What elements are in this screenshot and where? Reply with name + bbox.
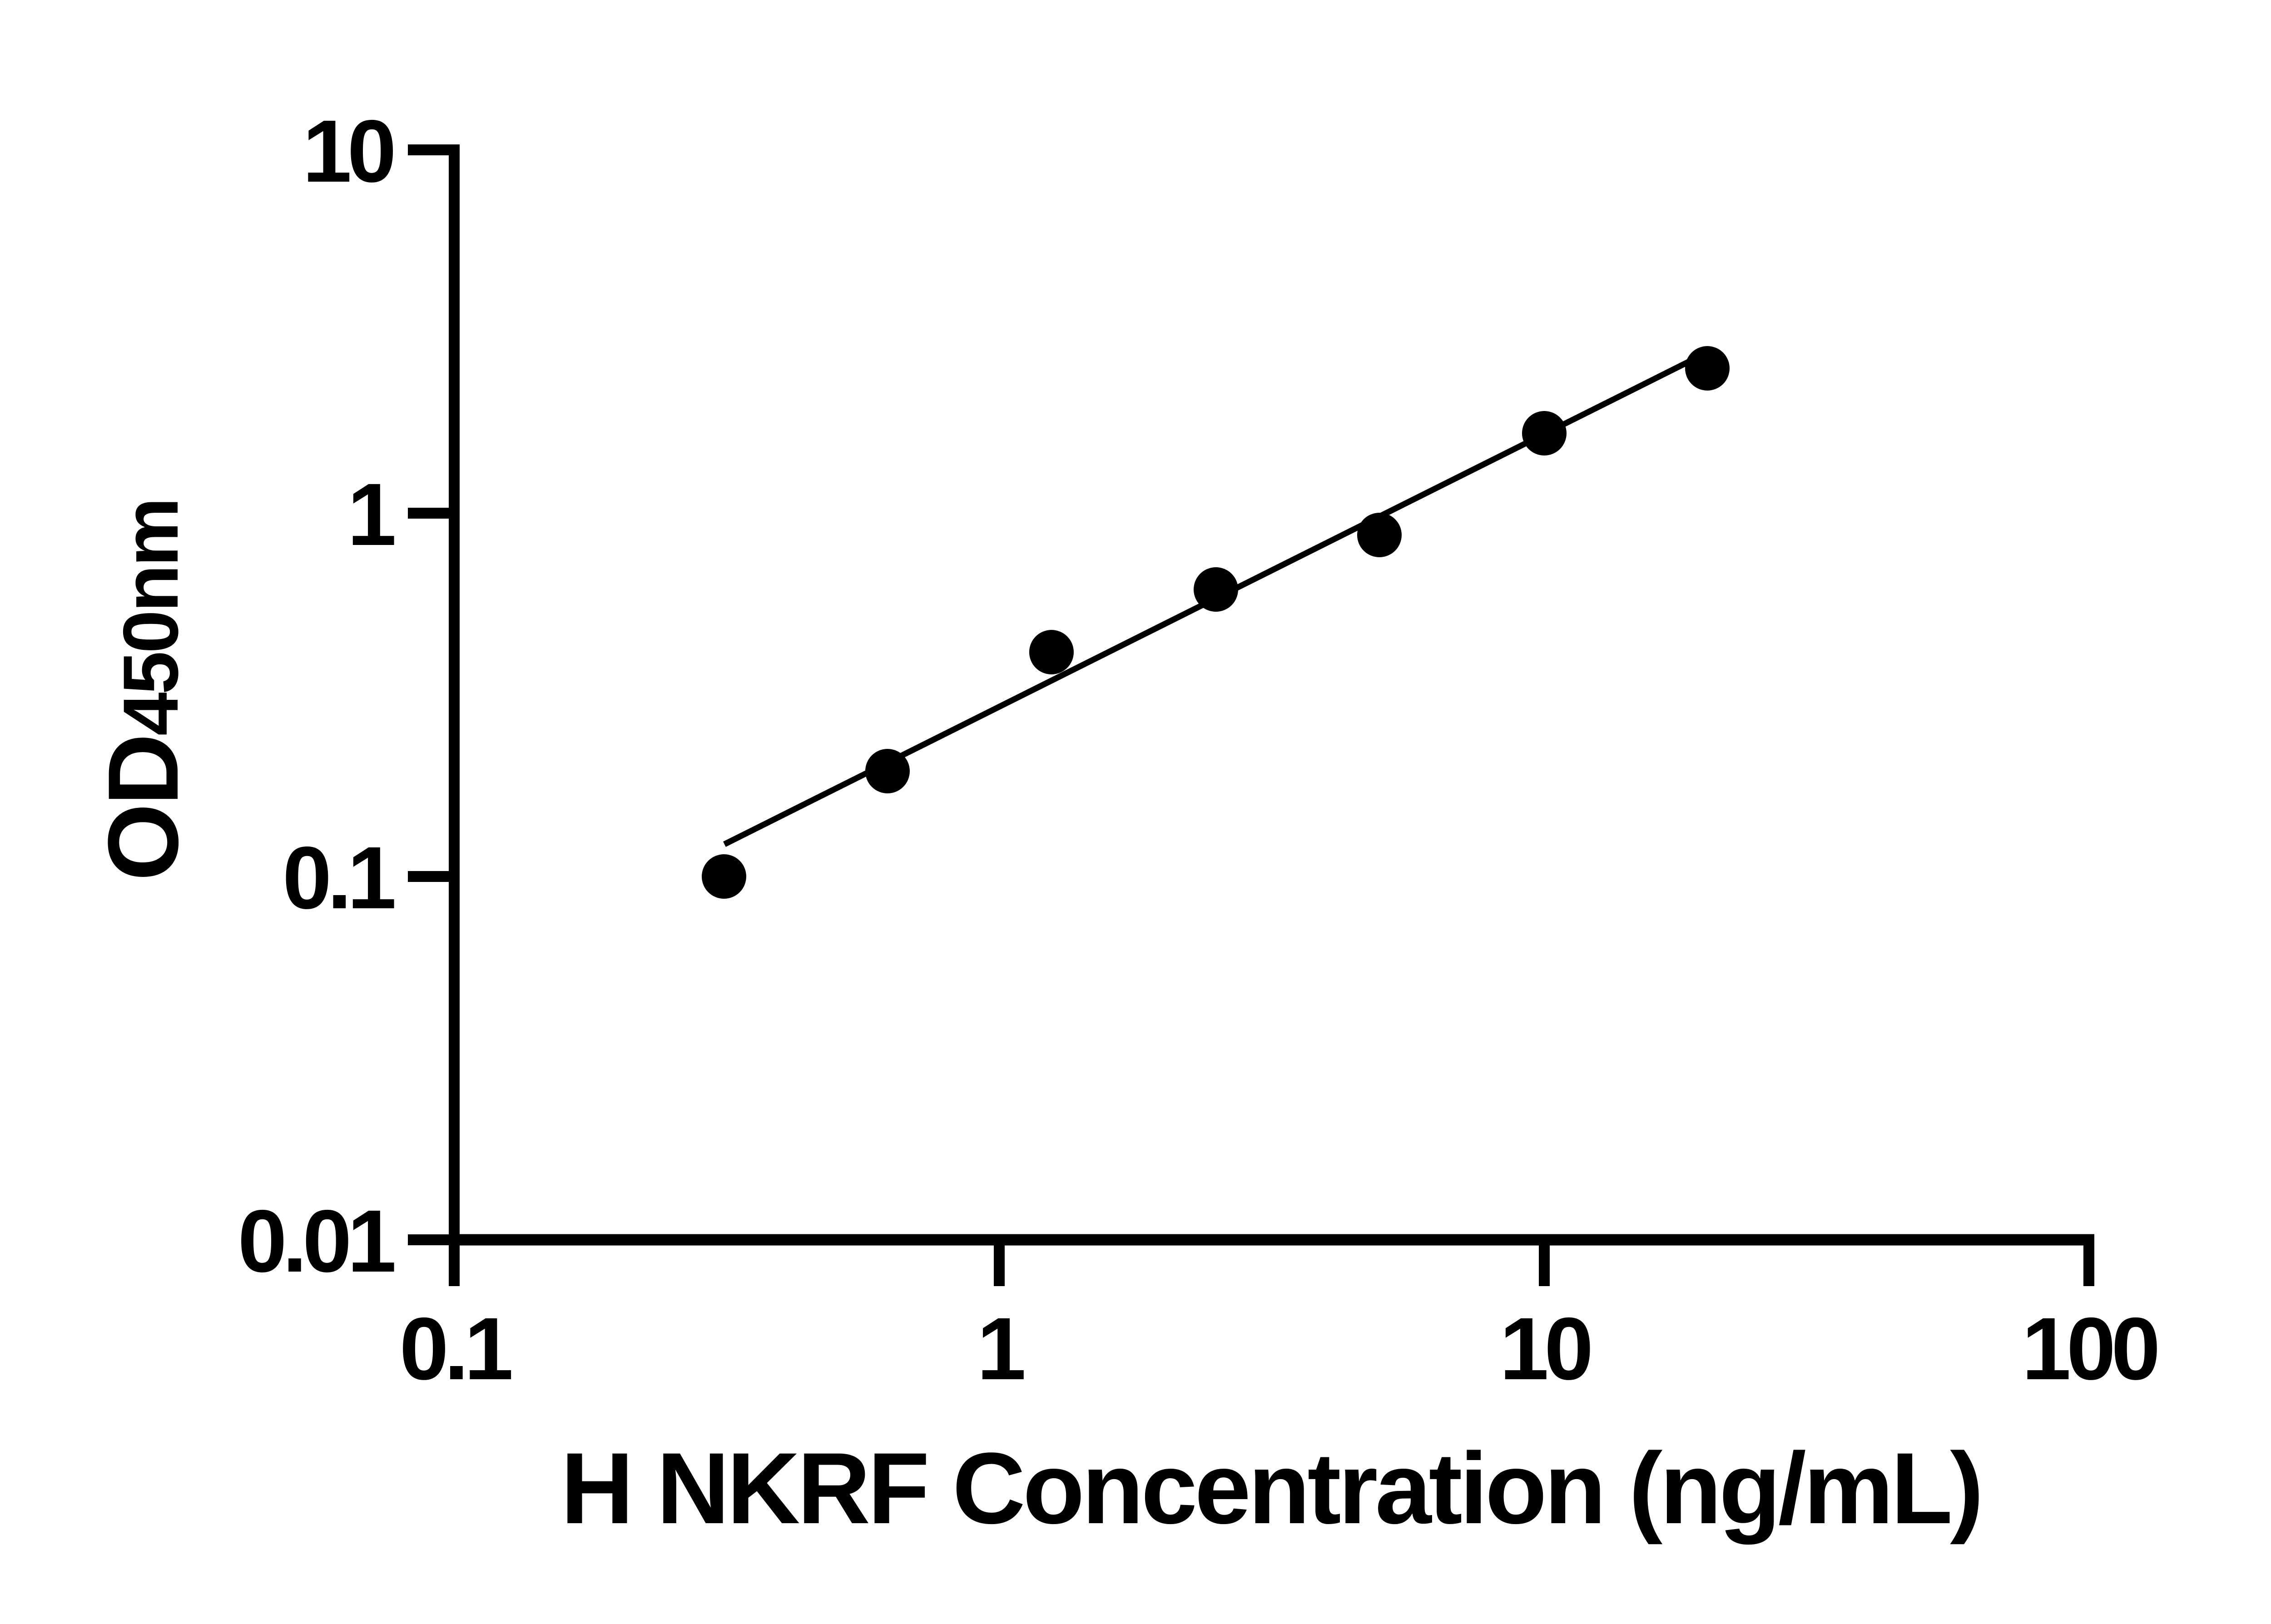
svg-text:10: 10 [1500,1299,1590,1398]
svg-text:0.1: 0.1 [283,828,395,927]
svg-text:100: 100 [2022,1299,2157,1398]
svg-text:OD450nm: OD450nm [87,500,199,881]
svg-text:1: 1 [977,1299,1024,1398]
svg-text:0.1: 0.1 [399,1299,511,1398]
svg-text:0.01: 0.01 [238,1192,394,1291]
svg-text:H NKRF Concentration (ng/mL): H NKRF Concentration (ng/mL) [560,1432,1981,1545]
svg-text:1: 1 [347,465,395,564]
svg-text:10: 10 [302,102,393,201]
